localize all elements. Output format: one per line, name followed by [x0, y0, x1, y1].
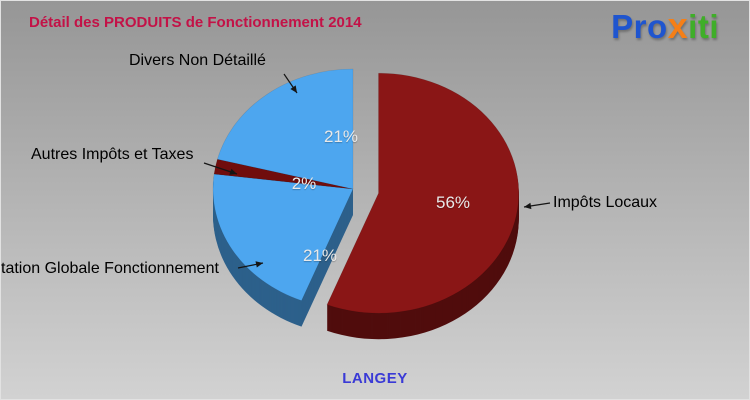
callout-arrow-icon: [255, 261, 263, 268]
callout-arrow-icon: [524, 202, 532, 210]
logo-text-iti: iti: [688, 8, 719, 45]
commune-name: LANGEY: [342, 370, 408, 387]
callout-arrow-icon: [229, 168, 237, 175]
pie-slice-56%: [326, 72, 520, 314]
chart-title: Détail des PRODUITS de Fonctionnement 20…: [29, 14, 362, 31]
logo-text-pro: Pro: [611, 8, 668, 45]
pie-slice-21%: [212, 173, 354, 301]
logo-text-x: x: [667, 5, 689, 46]
pie-slice-21%: [217, 68, 354, 190]
proxiti-logo: Proxiti: [611, 5, 719, 47]
callout-arrow-icon: [290, 85, 297, 93]
